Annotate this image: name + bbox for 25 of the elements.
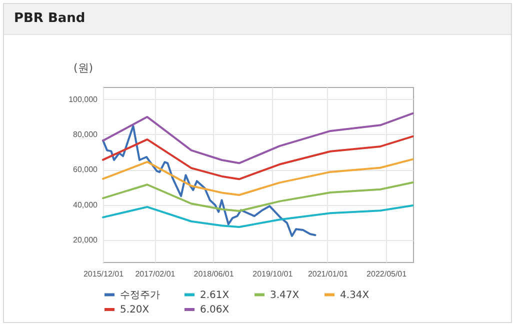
line-series bbox=[102, 135, 414, 180]
line-series bbox=[102, 182, 414, 212]
x-tick-label: 2017/02/01 bbox=[135, 270, 176, 278]
legend-label: 4.34X bbox=[340, 290, 370, 301]
y-tick-label: 20,000 bbox=[73, 236, 98, 245]
y-axis-title: (원) bbox=[74, 62, 94, 74]
legend-label: 수정주가 bbox=[120, 290, 160, 301]
legend-label: 2.61X bbox=[200, 290, 230, 301]
legend-label: 3.47X bbox=[270, 290, 300, 301]
y-tick-label: 100,000 bbox=[68, 94, 98, 104]
x-tick-label: 2019/10/01 bbox=[252, 270, 294, 278]
legend-label: 6.06X bbox=[200, 304, 230, 316]
line-series bbox=[102, 112, 414, 164]
line-series bbox=[102, 158, 414, 196]
y-tick-label: 60,000 bbox=[73, 165, 98, 174]
x-tick-label: 2022/05/01 bbox=[366, 270, 408, 278]
line-series bbox=[102, 125, 316, 237]
y-tick-label: 40,000 bbox=[73, 200, 98, 210]
x-tick-label: 2015/12/01 bbox=[83, 270, 124, 278]
x-tick-label: 2021/01/01 bbox=[308, 270, 349, 278]
x-tick-label: 2018/06/01 bbox=[194, 270, 234, 278]
chart-title: PBR Band bbox=[4, 4, 511, 35]
line-series bbox=[102, 204, 414, 228]
legend-label: 5.20X bbox=[120, 304, 150, 316]
y-tick-label: 80,000 bbox=[73, 130, 98, 139]
